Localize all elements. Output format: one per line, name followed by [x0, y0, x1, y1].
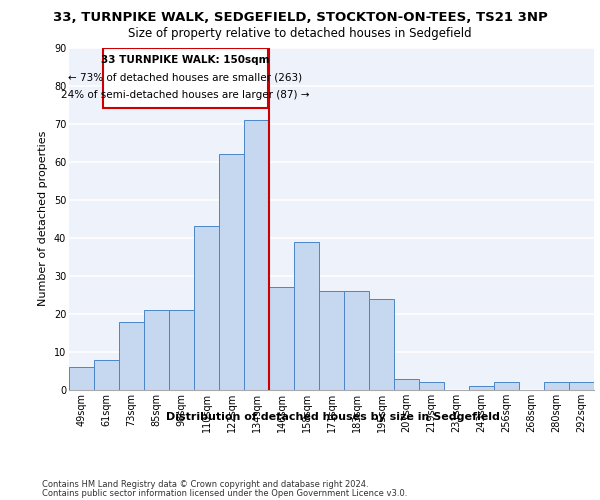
- Text: 33 TURNPIKE WALK: 150sqm: 33 TURNPIKE WALK: 150sqm: [101, 54, 269, 64]
- Bar: [294, 242, 319, 390]
- Bar: [344, 291, 369, 390]
- Bar: [94, 360, 119, 390]
- FancyBboxPatch shape: [103, 48, 268, 108]
- Bar: [194, 226, 219, 390]
- Bar: [469, 386, 494, 390]
- Y-axis label: Number of detached properties: Number of detached properties: [38, 131, 48, 306]
- Text: Contains HM Land Registry data © Crown copyright and database right 2024.: Contains HM Land Registry data © Crown c…: [42, 480, 368, 489]
- Bar: [169, 310, 194, 390]
- Bar: [544, 382, 569, 390]
- Text: Size of property relative to detached houses in Sedgefield: Size of property relative to detached ho…: [128, 28, 472, 40]
- Text: Distribution of detached houses by size in Sedgefield: Distribution of detached houses by size …: [166, 412, 500, 422]
- Text: Contains public sector information licensed under the Open Government Licence v3: Contains public sector information licen…: [42, 488, 407, 498]
- Bar: [419, 382, 444, 390]
- Bar: [219, 154, 244, 390]
- Bar: [69, 367, 94, 390]
- Bar: [569, 382, 594, 390]
- Bar: [369, 298, 394, 390]
- Bar: [144, 310, 169, 390]
- Text: 33, TURNPIKE WALK, SEDGEFIELD, STOCKTON-ON-TEES, TS21 3NP: 33, TURNPIKE WALK, SEDGEFIELD, STOCKTON-…: [53, 11, 547, 24]
- Text: ← 73% of detached houses are smaller (263): ← 73% of detached houses are smaller (26…: [68, 72, 302, 82]
- Bar: [269, 287, 294, 390]
- Bar: [319, 291, 344, 390]
- Bar: [119, 322, 144, 390]
- Bar: [394, 378, 419, 390]
- Bar: [244, 120, 269, 390]
- Bar: [494, 382, 519, 390]
- Text: 24% of semi-detached houses are larger (87) →: 24% of semi-detached houses are larger (…: [61, 90, 310, 100]
